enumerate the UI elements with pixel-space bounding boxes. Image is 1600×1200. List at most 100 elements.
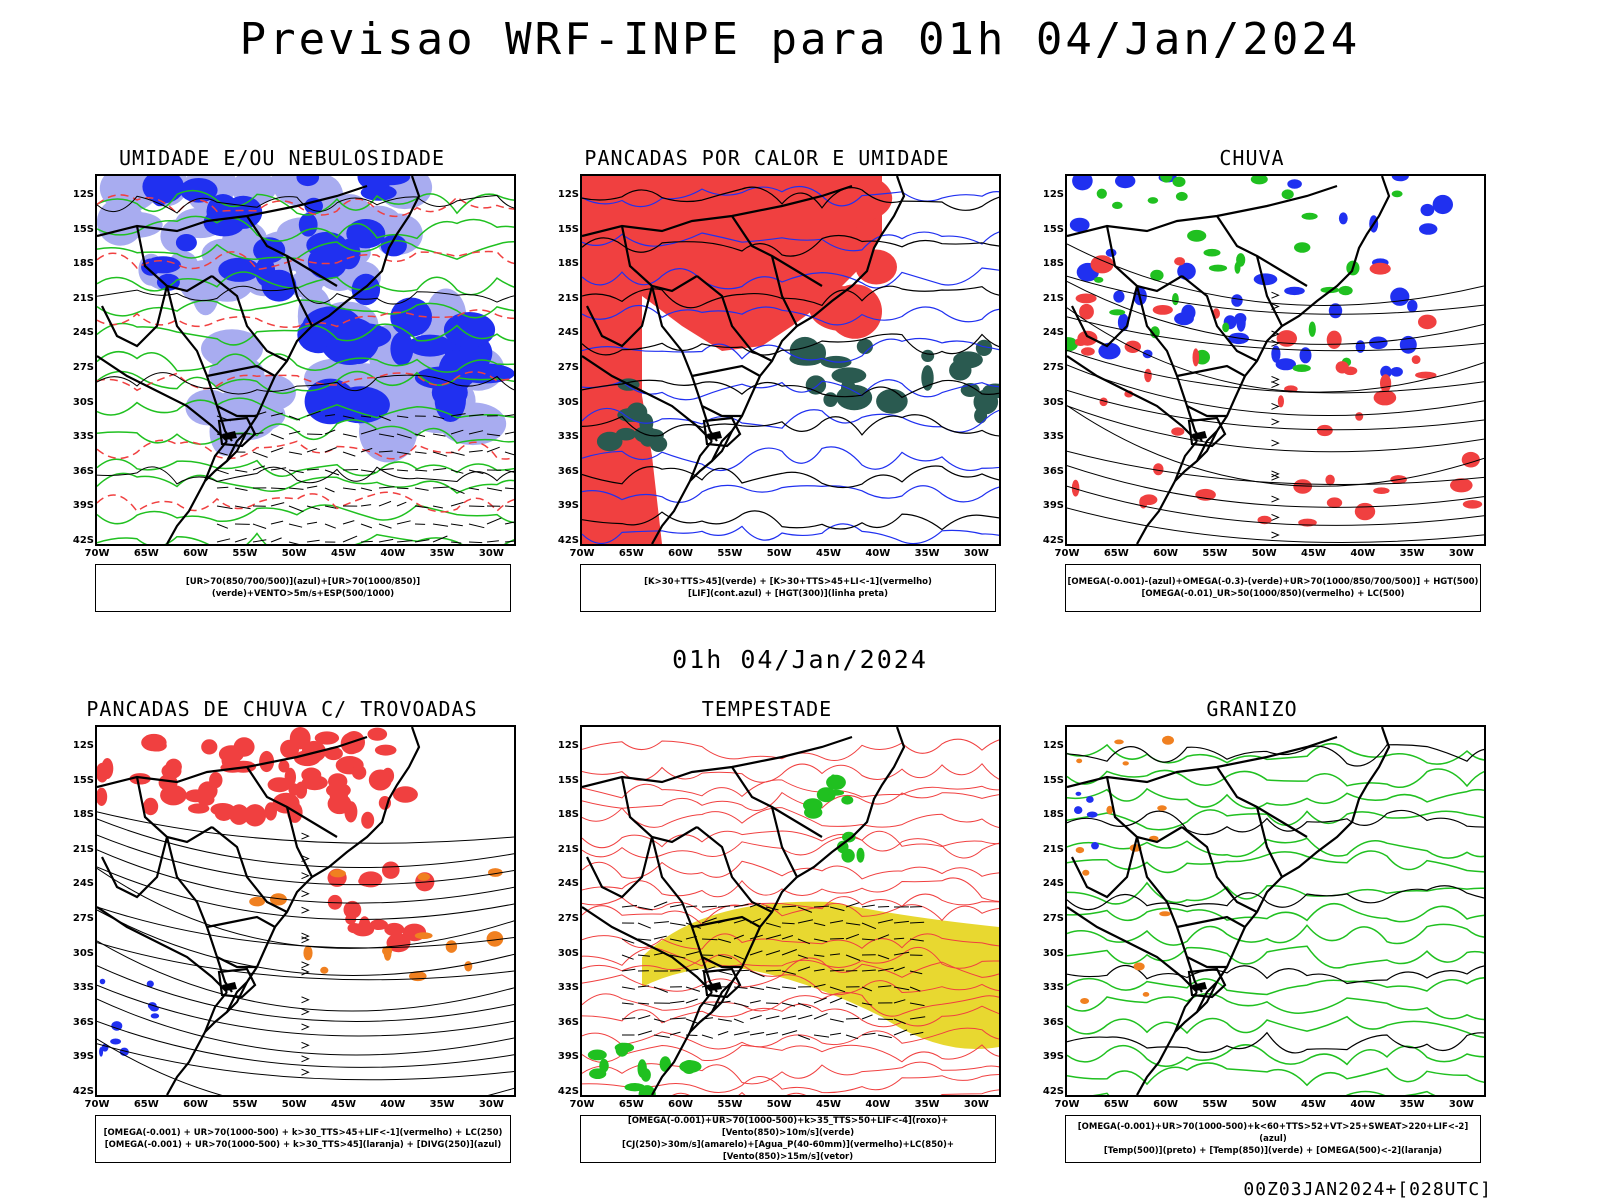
wind-vector (306, 448, 318, 453)
border-line (285, 255, 313, 327)
k-tts-area-blob (973, 389, 999, 415)
lat-tick-label: 12S (557, 740, 579, 751)
k-tts-west-blob (615, 427, 637, 441)
wind-vector (813, 905, 830, 908)
rain-red (1071, 255, 1483, 527)
omega500-orange-blob (1082, 869, 1090, 876)
lat-tick-label: 30S (1042, 947, 1064, 959)
wind-vector (486, 517, 502, 525)
lat-tick-label: 42S (1042, 1086, 1064, 1097)
wind-vector (653, 935, 667, 940)
wind-vector (468, 541, 483, 544)
pressure-line (97, 466, 514, 485)
wind-vector (685, 1018, 700, 1025)
wind-vector (306, 410, 321, 417)
rain-red-blob (1415, 371, 1437, 379)
wind-vector (396, 487, 409, 490)
humidity-700-blob (97, 198, 144, 246)
panel-title: PANCADAS DE CHUVA C/ TROVOADAS (86, 697, 478, 721)
thunder-orange-blob (320, 966, 329, 974)
lat-tick-label: 18S (1042, 809, 1064, 821)
rain-red-blob (1450, 478, 1473, 493)
omega-green-blob (1112, 201, 1123, 209)
wind-vector (468, 414, 484, 417)
rain-red-blob (1192, 348, 1200, 367)
border-line (211, 826, 288, 913)
wind-vector (360, 540, 373, 543)
wind-vector (701, 938, 718, 941)
omega-blue-blob (1231, 294, 1243, 307)
wind-vector (701, 917, 717, 924)
wind-vector (504, 451, 514, 456)
omega-blue-blob (1181, 304, 1196, 321)
divergence-blue-blob (99, 978, 106, 985)
wind-vector (909, 938, 924, 942)
lon-tick-label: 35W (429, 1099, 455, 1110)
wind-vector (504, 431, 514, 435)
omega-blue-blob (1115, 176, 1136, 189)
wind-vector (234, 469, 248, 473)
omega-blue-blob (1234, 313, 1247, 325)
wind-vector (781, 970, 796, 975)
rain-red-blob (1144, 368, 1152, 383)
map-canvas (97, 727, 514, 1095)
border-line (203, 991, 228, 1033)
wind-vector (637, 906, 653, 911)
temp850-line (1067, 1015, 1484, 1038)
flow-arrow (301, 832, 310, 840)
lat-tick-label: 15S (1042, 223, 1064, 235)
lon-tick-label: 55W (717, 1099, 743, 1110)
lat-tick-label: 15S (72, 223, 94, 235)
lagoon (222, 982, 237, 991)
lat-tick-label: 30S (1042, 396, 1064, 408)
panel-granizo: GRANIZO 12S 15S 18S 21S 24S 27S 30S 33S 36S 39S 42… (1022, 697, 1486, 1197)
wind-vector (252, 539, 267, 543)
uruguay-border (217, 416, 257, 448)
legend-line-1: [OMEGA(-0.001)+UR>70(1000-500)+k<60+TTS>… (1077, 1122, 1469, 1144)
lon-axis: 70W 65W 60W 55W 50W 45W 40W 35W 30W (1055, 548, 1486, 562)
border-line (203, 440, 228, 482)
lon-tick-label: 35W (1399, 548, 1425, 559)
wind-vector (733, 1018, 744, 1024)
wind-vector (621, 968, 636, 972)
wind-vector (829, 1018, 844, 1023)
coastline (651, 176, 906, 544)
thunder-red-blob (165, 758, 182, 775)
rain-red-blob (1081, 347, 1095, 356)
border-line (97, 906, 228, 993)
streamline (97, 1043, 514, 1081)
wind-vector (342, 535, 358, 543)
streamline (1067, 485, 1484, 526)
rain-red-blob (1075, 293, 1097, 304)
omega-green-blob (1109, 309, 1126, 316)
omega500-orange-blob (1122, 761, 1129, 766)
wind-vector (396, 520, 411, 525)
omega-blue-blob (1419, 223, 1438, 235)
wind-vector (432, 505, 443, 509)
thunder-red-blob (301, 767, 322, 783)
rain-red-blob (1343, 366, 1358, 376)
wind-vector (378, 523, 392, 529)
wind-vector (781, 949, 797, 956)
wind-vector (324, 414, 336, 417)
low-level-humidity-line (97, 370, 514, 395)
hgt300-line (582, 465, 999, 489)
k-tts-west-blob (649, 436, 668, 452)
lon-tick-label: 65W (133, 548, 159, 559)
omega500-orange-blob (1076, 758, 1083, 764)
streamline (1067, 450, 1484, 485)
wind-vector (342, 520, 355, 525)
omega-blue-blob (1072, 176, 1093, 191)
lon-tick-label: 40W (1350, 1099, 1376, 1110)
wind-vector (733, 1002, 749, 1008)
lon-tick-label: 55W (232, 1099, 258, 1110)
wind-vector (360, 447, 373, 453)
lon-tick-label: 40W (380, 548, 406, 559)
border-line (620, 776, 698, 844)
lat-tick-label: 36S (557, 1016, 579, 1028)
precipitable-water-line (582, 807, 999, 828)
streamline (97, 909, 514, 976)
coastline (1136, 727, 1391, 1095)
low-level-humidity-line (97, 532, 514, 544)
humidity-850-blob (255, 256, 276, 287)
